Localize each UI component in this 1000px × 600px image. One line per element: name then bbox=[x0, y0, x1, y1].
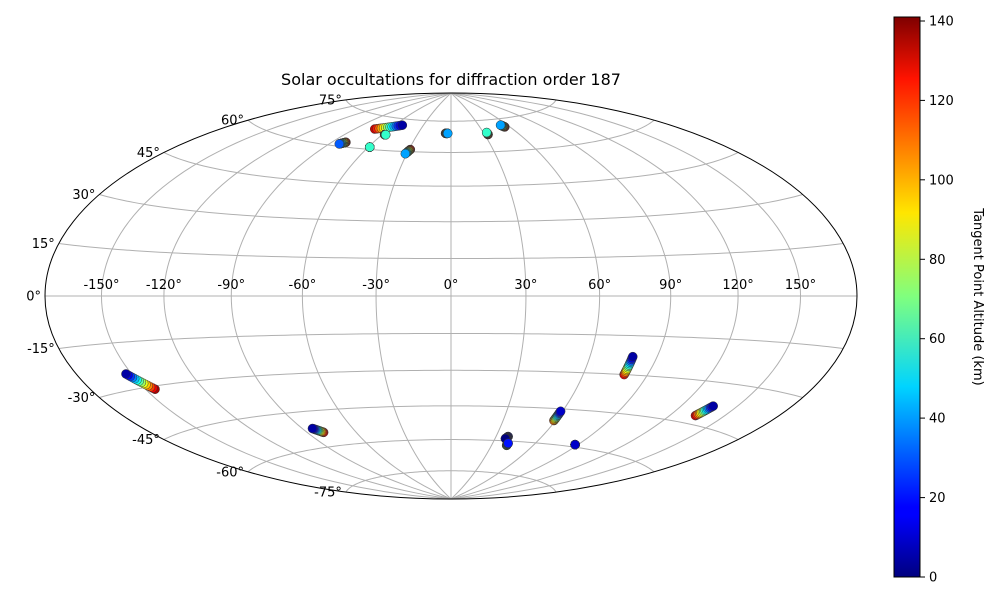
parallel-line bbox=[163, 152, 739, 187]
latitude-tick-label: -75° bbox=[314, 486, 342, 501]
parallel-line bbox=[345, 470, 557, 493]
data-point bbox=[495, 120, 506, 130]
longitude-tick-label: -150° bbox=[83, 278, 119, 293]
longitude-tick-label: 150° bbox=[785, 278, 816, 293]
data-point bbox=[121, 369, 131, 379]
longitude-tick-label: -90° bbox=[217, 278, 245, 293]
colorbar-tick-label: 40 bbox=[929, 412, 946, 427]
latitude-tick-label: 45° bbox=[137, 146, 160, 161]
latitude-tick-label: 60° bbox=[221, 114, 244, 129]
latitude-tick-label: 30° bbox=[72, 188, 95, 203]
longitude-tick-label: -60° bbox=[289, 278, 317, 293]
parallel-line bbox=[163, 405, 739, 440]
longitude-tick-label: 90° bbox=[659, 278, 682, 293]
parallel-line bbox=[58, 332, 844, 350]
data-point bbox=[400, 149, 411, 159]
colorbar: 0 20 40 60 80 100 120 140 Tangent Point Altitud… bbox=[893, 15, 985, 586]
colorbar-tick-label: 140 bbox=[929, 15, 954, 30]
data-point bbox=[307, 423, 318, 434]
colorbar-label: Tangent Point Altitude (km) bbox=[970, 207, 985, 385]
latitude-tick-label: 0° bbox=[26, 290, 41, 305]
latitude-tick-label: 15° bbox=[32, 237, 55, 252]
map-grid bbox=[45, 93, 857, 499]
longitude-tick-label: 30° bbox=[514, 278, 537, 293]
colorbar-tick-label: 100 bbox=[929, 173, 954, 188]
parallel-line bbox=[247, 439, 655, 473]
parallel-line bbox=[247, 119, 655, 153]
colorbar-gradient bbox=[893, 16, 921, 578]
colorbar-tick-label: 20 bbox=[929, 491, 946, 506]
parallel-line bbox=[99, 369, 803, 398]
data-point bbox=[555, 406, 566, 417]
data-point bbox=[708, 401, 718, 411]
parallel-line bbox=[99, 194, 803, 223]
longitude-tick-label: -120° bbox=[146, 278, 182, 293]
longitude-tick-label: 0° bbox=[444, 278, 459, 293]
colorbar-tick-label: 60 bbox=[929, 332, 946, 347]
data-point bbox=[503, 438, 513, 448]
latitude-tick-label: -60° bbox=[216, 465, 244, 480]
data-point bbox=[570, 439, 580, 450]
latitude-tick-labels: -75° -60° -45° -30° -15° 0° 15° 30° 45° 60° 75° bbox=[26, 93, 342, 500]
latitude-tick-label: -15° bbox=[27, 342, 55, 357]
data-point bbox=[364, 142, 375, 152]
parallel-line bbox=[58, 242, 844, 260]
colorbar-tick-label: 0 bbox=[929, 571, 937, 586]
longitude-tick-labels: -150° -120° -90° -60° -30° 0° 30° 60° 90° 120° 150… bbox=[83, 278, 816, 293]
chart-title: Solar occultations for diffraction order… bbox=[281, 70, 621, 89]
parallel-line bbox=[345, 99, 557, 122]
longitude-tick-label: 60° bbox=[588, 278, 611, 293]
longitude-tick-label: 120° bbox=[722, 278, 753, 293]
longitude-tick-label: -30° bbox=[362, 278, 390, 293]
colorbar-ticks: 0 20 40 60 80 100 120 140 bbox=[920, 15, 954, 586]
colorbar-tick-label: 120 bbox=[929, 94, 954, 109]
data-point bbox=[334, 139, 345, 149]
data-points bbox=[121, 120, 718, 451]
data-point bbox=[481, 127, 492, 138]
map-boundary bbox=[44, 92, 858, 500]
data-point bbox=[397, 120, 408, 130]
colorbar-tick-label: 80 bbox=[929, 253, 946, 268]
data-point bbox=[442, 128, 453, 139]
latitude-tick-label: -45° bbox=[132, 433, 160, 448]
data-point bbox=[380, 130, 391, 140]
latitude-tick-label: -30° bbox=[68, 391, 96, 406]
latitude-tick-label: 75° bbox=[319, 93, 342, 108]
data-point bbox=[628, 351, 638, 362]
